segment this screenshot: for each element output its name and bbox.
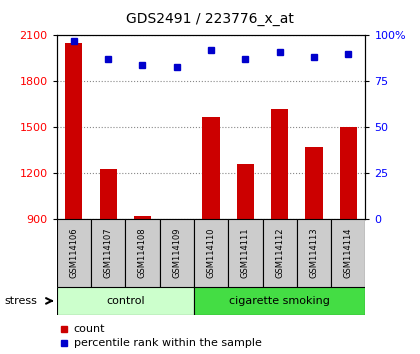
Text: percentile rank within the sample: percentile rank within the sample (74, 338, 261, 348)
Text: GSM114109: GSM114109 (172, 228, 181, 278)
Bar (297, 219, 331, 287)
Text: count: count (74, 324, 105, 333)
Bar (134, 216, 151, 354)
Bar (65, 43, 82, 354)
Bar (194, 287, 365, 315)
Bar (168, 224, 185, 354)
Bar (160, 219, 194, 287)
Text: GSM114108: GSM114108 (138, 228, 147, 279)
Bar (100, 169, 117, 354)
Text: GSM114112: GSM114112 (275, 228, 284, 278)
Bar (331, 219, 365, 287)
Bar (340, 127, 357, 354)
Text: GSM114113: GSM114113 (310, 228, 318, 279)
Bar (57, 219, 91, 287)
Bar (194, 219, 228, 287)
Text: stress: stress (4, 296, 37, 306)
Bar (91, 219, 125, 287)
Bar (305, 147, 323, 354)
Bar (57, 287, 194, 315)
Text: control: control (106, 296, 144, 306)
Text: cigarette smoking: cigarette smoking (229, 296, 330, 306)
Bar (271, 109, 288, 354)
Text: GSM114114: GSM114114 (344, 228, 353, 278)
Bar (228, 219, 262, 287)
Bar (125, 219, 160, 287)
Text: GDS2491 / 223776_x_at: GDS2491 / 223776_x_at (126, 12, 294, 27)
Text: GSM114107: GSM114107 (104, 228, 113, 279)
Bar (202, 117, 220, 354)
Text: GSM114111: GSM114111 (241, 228, 250, 278)
Text: GSM114110: GSM114110 (207, 228, 215, 278)
Bar (237, 164, 254, 354)
Bar (262, 219, 297, 287)
Text: GSM114106: GSM114106 (69, 228, 79, 279)
